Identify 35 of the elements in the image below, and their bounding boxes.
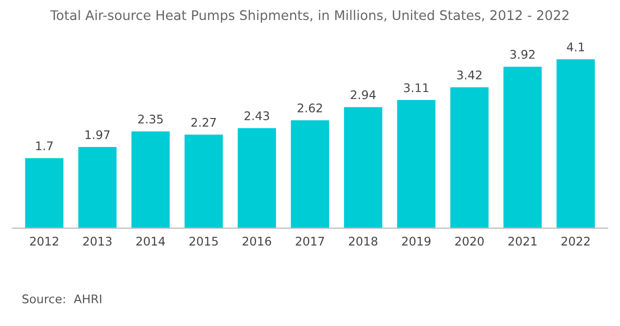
data-label: 3.92	[510, 50, 535, 59]
data-label: 2.43	[244, 111, 270, 120]
bar	[131, 131, 170, 228]
data-label: 2.94	[350, 90, 376, 100]
bar	[503, 66, 542, 228]
x-tick-label: 2015	[190, 236, 218, 246]
bar	[290, 120, 330, 228]
source-note: Source: AHRI	[22, 294, 102, 304]
chart-title: Total Air-source Heat Pumps Shipments, in Millions, United States, 2012 - 2022	[50, 10, 568, 23]
data-label: 1.97	[86, 130, 110, 140]
bar	[78, 147, 117, 228]
data-label: 4.1	[566, 42, 584, 52]
bar	[397, 100, 436, 228]
x-tick-label: 2012	[30, 236, 58, 246]
data-label: 2.35	[138, 114, 163, 124]
data-label: 2.62	[298, 103, 322, 112]
bar	[450, 87, 489, 228]
bar	[184, 134, 223, 228]
data-label: 3.11	[404, 83, 428, 92]
x-tick-label: 2022	[562, 236, 590, 246]
data-label: 2.27	[191, 118, 216, 127]
bar	[344, 107, 382, 228]
bar	[238, 128, 276, 228]
x-tick-label: 2018	[348, 236, 378, 246]
data-label: 1.7	[36, 142, 53, 150]
x-tick-label: 2014	[136, 236, 165, 246]
bar	[556, 59, 595, 228]
x-tick-label: 2019	[402, 236, 430, 246]
x-tick-label: 2013	[83, 236, 112, 246]
data-label: 3.42	[457, 70, 482, 80]
x-tick-label: 2021	[508, 236, 537, 246]
bar	[25, 158, 64, 228]
x-tick-label: 2020	[455, 236, 484, 246]
x-tick-label: 2017	[296, 236, 324, 246]
x-tick-label: 2016	[242, 236, 272, 246]
